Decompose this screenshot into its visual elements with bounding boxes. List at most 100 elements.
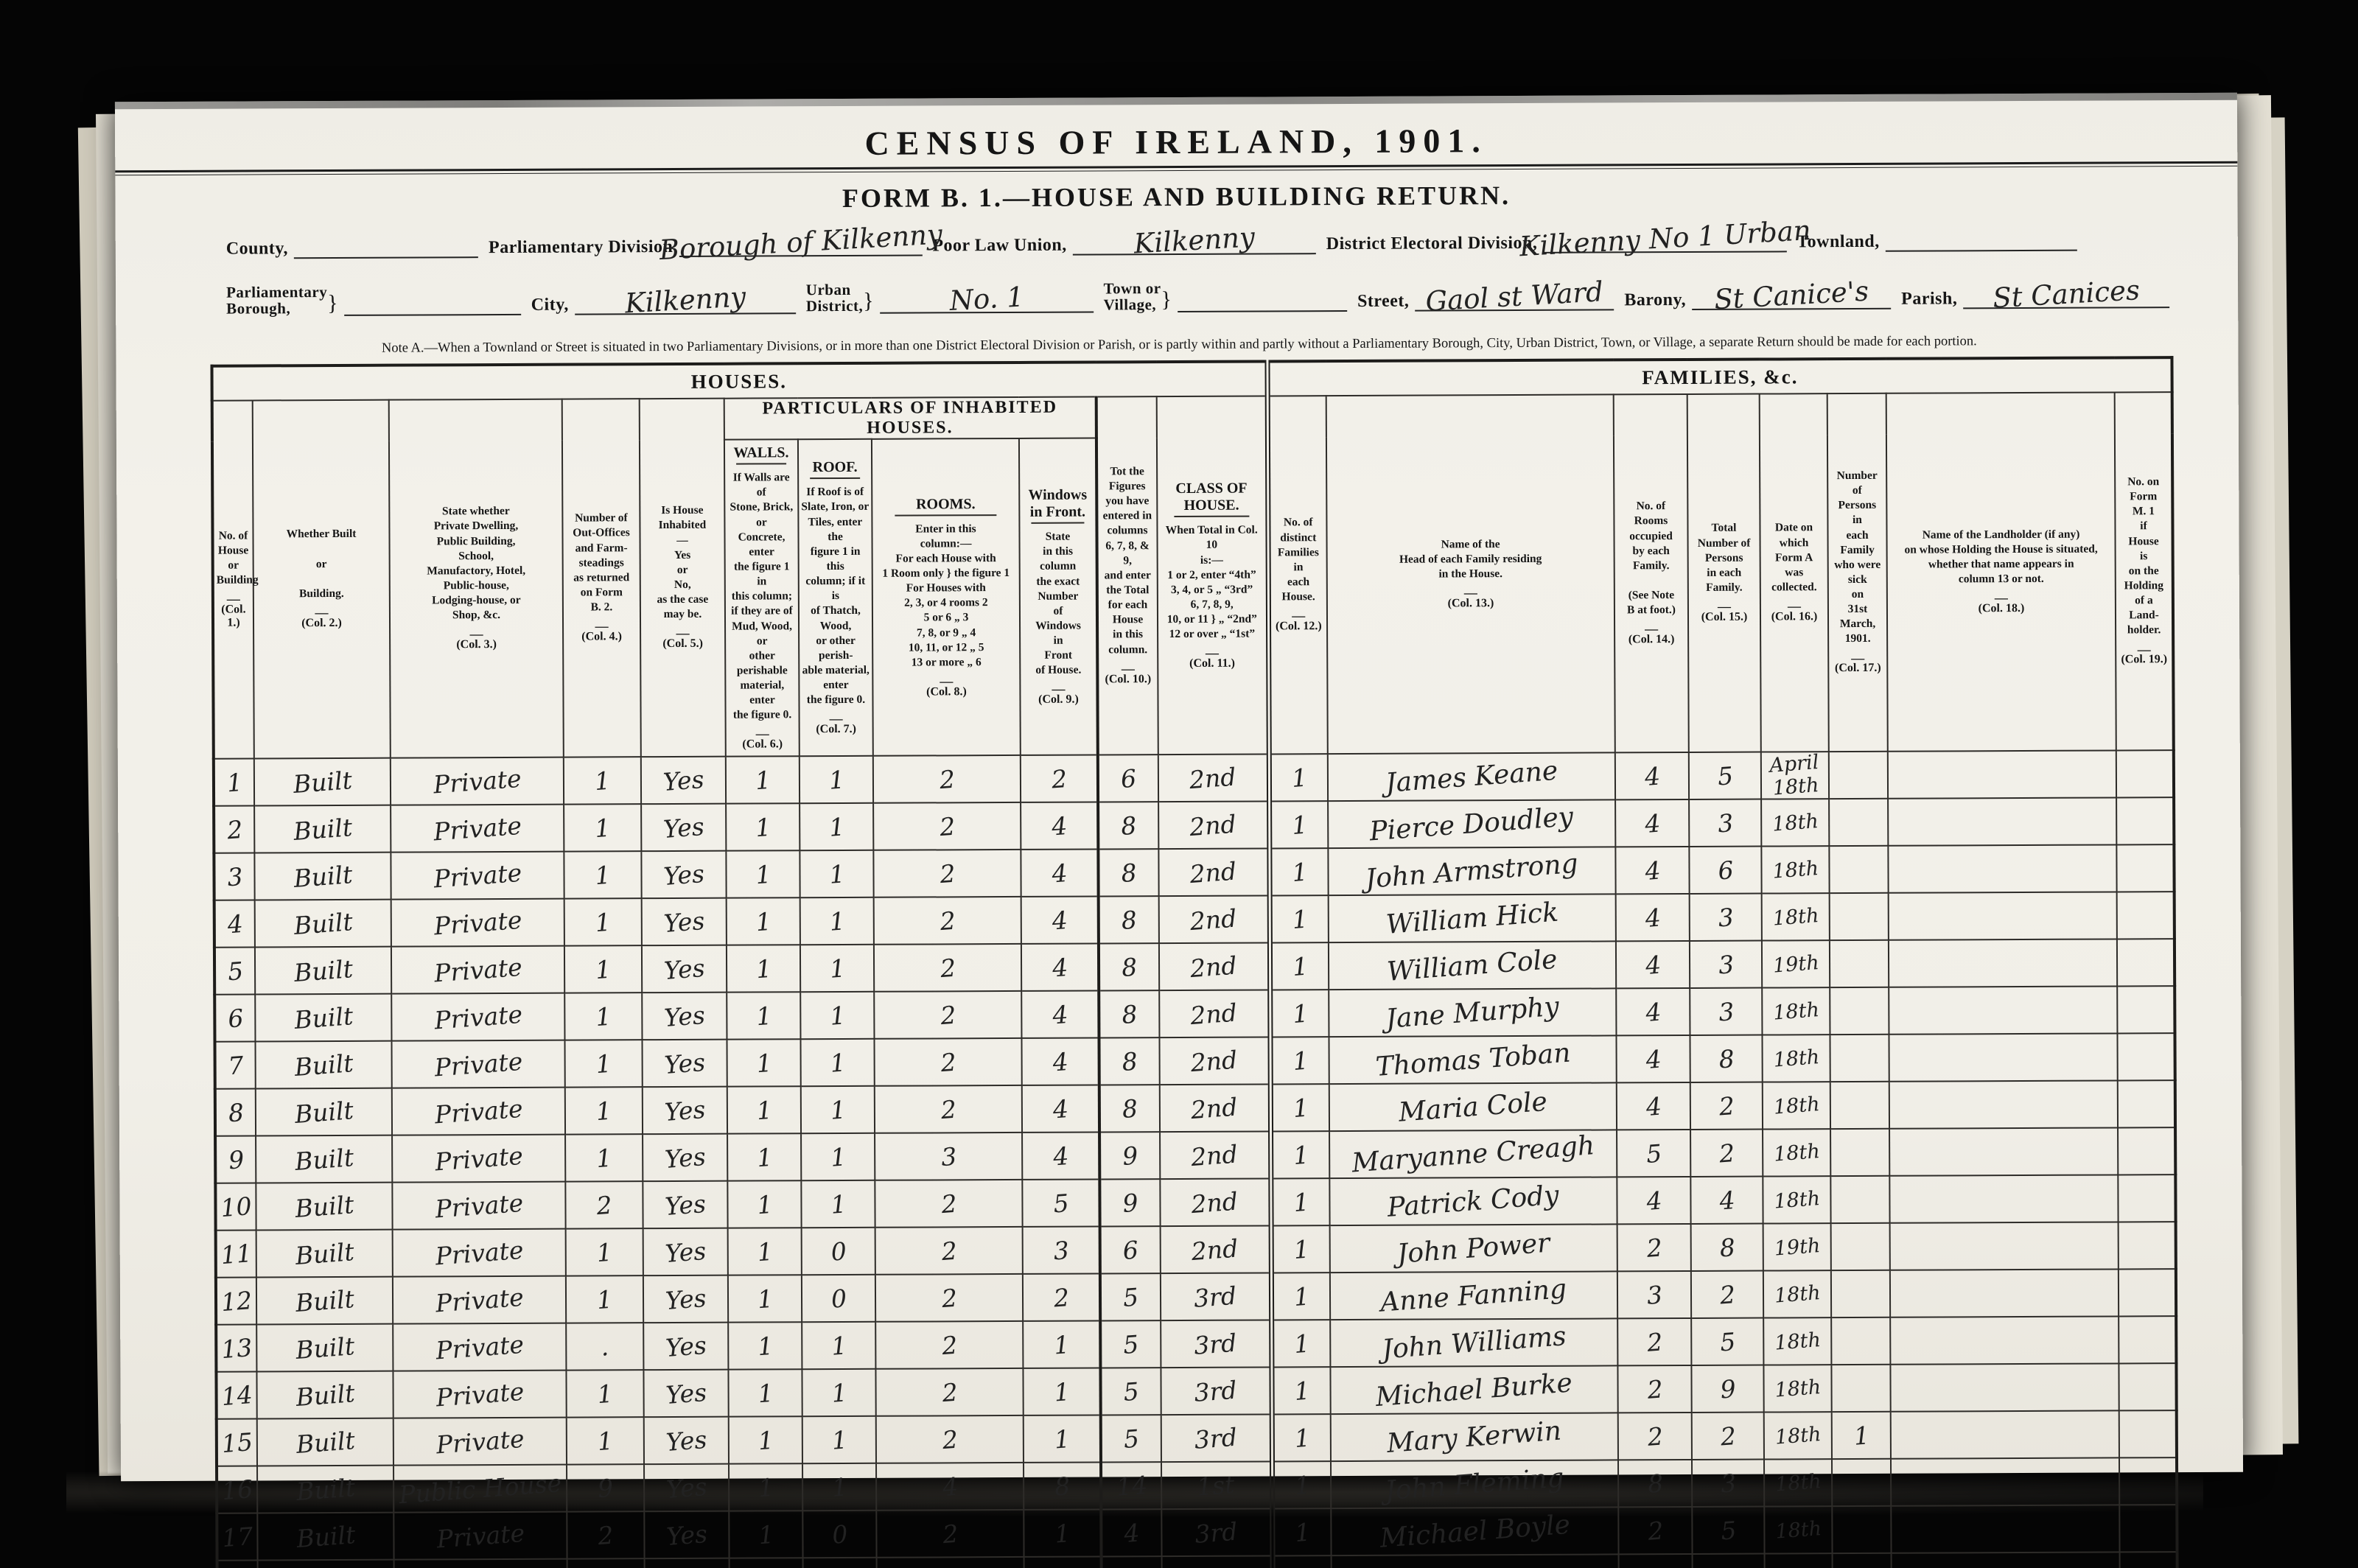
cell-rooms-occupied: 4 [1615,799,1690,847]
cell-rooms-occupied: 4 [1614,752,1690,800]
cell-persons-in-family: 6 [1689,846,1762,895]
cell-walls: 1 [726,897,800,945]
cell-head-of-family-name: William Hick [1328,894,1616,943]
cell-landholder-name [1891,1505,2120,1554]
col-header-11: CLASS OF HOUSE. When Total in Col. 10 is:… [1156,396,1269,755]
cell-walls: 1 [727,1133,802,1181]
cell-inhabited: Yes [641,945,727,993]
empty-cell [644,1558,730,1568]
cell-inhabited: Yes [643,1275,729,1323]
table-row-14: 14 Built Private 1 Yes 1 1 2 1 5 3rd 1 Michael Burke… [216,1363,2177,1419]
col-header-19: No. on Form M. 1 if House is on the Hold… [2114,392,2174,751]
cell-form-m1-no [2119,1505,2177,1553]
cell-rooms: 2 [872,755,1021,804]
cell-head-of-family-name: Mary Kerwin [1330,1413,1619,1462]
cell-total: 8 [1098,943,1160,991]
cell-head-of-family-name: John Armstrong [1328,847,1616,896]
parish-value: St Canices [1992,274,2141,315]
table-row-1: 1 Built Private 1 Yes 1 1 2 2 6 2nd 1 James Keane 4 5 A… [213,750,2175,806]
group-particulars: PARTICULARS OF INHABITED HOUSES. [724,396,1096,440]
cell-walls: 1 [728,1416,803,1464]
cell-walls: 1 [725,756,800,804]
cell-roof: 0 [802,1511,877,1558]
cell-rooms: 2 [874,1038,1022,1087]
cell-state-of-dwelling: Private [391,898,564,947]
cell-distinct-families: 1 [1272,1508,1332,1556]
cell-head-of-family-name: John Williams [1330,1318,1618,1368]
cell-date-collected: 19th [1763,1223,1831,1271]
field-row-2: Parliamentary Borough,} City, Kilkenny U… [226,274,2194,320]
empty-cell [802,1558,877,1568]
cell-head-of-family-name: William Cole [1328,941,1617,990]
cell-out-offices: . [566,1323,644,1371]
cell-class-of-house: 3rd [1161,1414,1273,1463]
cell-distinct-families: 1 [1270,1178,1330,1226]
town-village-label: Town or Village, [1103,279,1161,314]
cell-persons-in-family: 9 [1691,1365,1764,1413]
cell-state-of-dwelling: Private [391,804,564,853]
cell-form-m1-no [2119,1363,2177,1411]
parl-division-label: Parliamentary Division [488,237,674,258]
cell-rooms-occupied: 8 [1618,1460,1693,1508]
cell-total: 8 [1098,849,1159,897]
cell-inhabited: Yes [643,1369,729,1418]
table-row-10: 10 Built Private 2 Yes 1 1 2 5 9 2nd 1 Patrick Cody 4… [215,1175,2176,1231]
urban-district-label: Urban District, [805,280,864,315]
parish-line: St Canices [1963,274,2170,314]
cell-landholder-name [1888,797,2117,847]
cell-class-of-house: 2nd [1158,848,1270,897]
cell-out-offices: 9 [567,1464,645,1512]
cell-persons-sick [1828,752,1889,799]
cell-roof: 1 [800,992,875,1040]
cell-date-collected: 18th [1763,1129,1831,1177]
cell-class-of-house: 2nd [1159,1037,1270,1085]
page-title: CENSUS OF IRELAND, 1901. [864,122,1488,162]
cell-persons-sick [1832,1506,1892,1554]
cell-date-collected: 18th [1763,1412,1833,1460]
cell-state-of-dwelling: Private [393,1370,567,1418]
cell-whether-built: Built [257,1512,394,1561]
cell-rooms-occupied: 4 [1615,847,1690,895]
cell-windows-in-front: 8 [1024,1462,1102,1511]
cell-windows-in-front: 4 [1021,849,1099,897]
cell-class-of-house: 2nd [1160,1225,1271,1274]
empty-cell [217,1560,258,1568]
cell-rooms-occupied: 4 [1617,1177,1691,1225]
col-header-4: Number of Out-Offices and Farm- steading… [561,399,641,757]
cell-whether-built: Built [255,1088,393,1136]
cell-house-no: 4 [214,900,255,948]
cell-walls: 1 [728,1369,802,1417]
col-header-13: Name of the Head of each Family residing… [1326,394,1615,755]
cell-total: 5 [1100,1415,1161,1463]
cell-whether-built: Built [256,1182,393,1231]
cell-date-collected: 18th [1763,1317,1832,1365]
cell-head-of-family-name: Patrick Cody [1329,1177,1617,1226]
table-row-2: 2 Built Private 1 Yes 1 1 2 4 8 2nd 1 Pierce Doudley… [214,797,2175,853]
empty-cell [876,1557,1024,1568]
col-header-2: Whether Built or Building. — (Col. 2.) [252,399,391,759]
cell-rooms-occupied: 2 [1617,1413,1693,1460]
cell-rooms: 2 [875,1274,1024,1323]
parl-division-value: Borough of Kilkenny [658,218,943,267]
urban-district-value: No. 1 [948,281,1025,318]
cell-walls: 1 [727,1039,801,1087]
cell-date-collected: 18th [1762,1082,1831,1130]
col-header-8: ROOMS. Enter in this column:— For each Ho… [871,438,1021,757]
cell-class-of-house: 2nd [1158,942,1270,991]
cell-class-of-house: 2nd [1159,1084,1271,1133]
cell-whether-built: Built [256,1418,394,1466]
cell-head-of-family-name: John Power [1329,1224,1617,1273]
cell-inhabited: Yes [641,897,727,946]
cell-windows-in-front: 4 [1021,1085,1100,1133]
cell-landholder-name [1889,1080,2119,1130]
cell-distinct-families: 1 [1269,942,1329,990]
cell-out-offices: 1 [564,945,643,993]
cell-total: 4 [1101,1509,1162,1557]
cell-distinct-families: 1 [1269,848,1329,896]
cell-distinct-families: 1 [1269,801,1329,849]
cell-total: 8 [1099,990,1160,1038]
cell-rooms-occupied: 4 [1615,894,1690,942]
col-header-10: Tot the Figures you have entered in colu… [1096,396,1158,755]
cell-class-of-house: 3rd [1160,1273,1272,1321]
cell-form-m1-no [2116,892,2175,939]
